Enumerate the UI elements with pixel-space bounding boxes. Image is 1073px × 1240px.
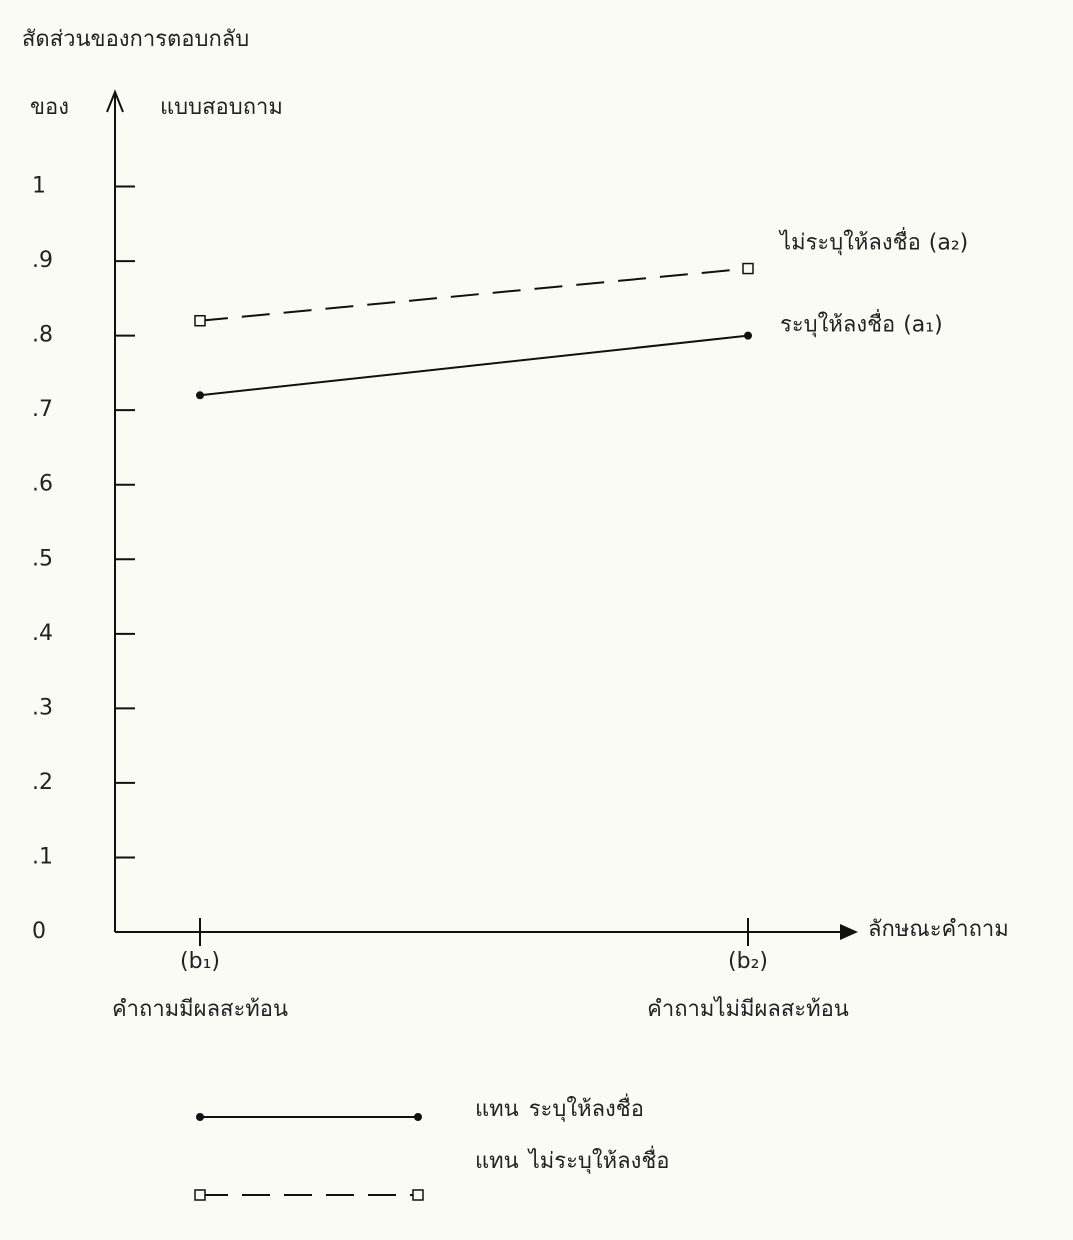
y-axis-label: แบบสอบถาม <box>160 95 283 120</box>
x-arrow <box>840 924 858 940</box>
legend-label: แทน ไม่ระบุให้ลงชื่อ <box>475 1145 670 1174</box>
series-line <box>199 334 749 397</box>
series-code: (a₂) <box>929 231 968 256</box>
y-axis-label: ของ <box>30 95 69 120</box>
y-tick-label: .2 <box>32 770 53 795</box>
y-tick-label: .1 <box>32 844 53 869</box>
y-tick-label: .7 <box>32 397 53 422</box>
series-label: ระบุให้ลงชื่อ (a₁) <box>780 309 943 338</box>
series-code: (a₁) <box>903 313 942 338</box>
legend-name: ไม่ระบุให้ลงชื่อ <box>527 1145 670 1174</box>
x-axis-label: ลักษณะคำถาม <box>868 917 1009 942</box>
y-tick-label: .6 <box>32 472 53 497</box>
y-tick-label: .3 <box>32 695 53 720</box>
legend-marker <box>414 1113 422 1121</box>
y-axis-label: สัดส่วนของการตอบกลับ <box>22 27 249 52</box>
legend-marker <box>412 1189 424 1201</box>
series-name: ระบุให้ลงชื่อ <box>780 309 895 338</box>
series-label: ไม่ระบุให้ลงชื่อ (a₂) <box>778 227 968 256</box>
legend-prefix: แทน <box>475 1097 519 1122</box>
legend-marker <box>196 1113 204 1121</box>
point <box>196 391 204 400</box>
y-tick-label: .5 <box>32 546 53 571</box>
point <box>744 331 752 340</box>
y-tick-label: .9 <box>32 248 53 273</box>
series-name: ไม่ระบุให้ลงชื่อ <box>778 227 921 256</box>
category-description: คำถามไม่มีผลสะท้อน <box>647 996 849 1022</box>
point <box>194 314 206 327</box>
legend-prefix: แทน <box>475 1149 519 1174</box>
x-tick-label: (b₂) <box>728 949 768 974</box>
y-tick-label: 0 <box>32 919 46 944</box>
point <box>742 262 754 275</box>
y-arrow <box>106 89 124 113</box>
y-tick-label: .8 <box>32 323 53 348</box>
legend-marker <box>194 1189 206 1201</box>
category-description: คำถามมีผลสะท้อน <box>112 997 288 1022</box>
y-tick-label: 1 <box>32 174 46 199</box>
series-line <box>199 267 749 322</box>
x-tick-label: (b₁) <box>180 949 220 974</box>
legend-label: แทน ระบุให้ลงชื่อ <box>475 1093 644 1122</box>
y-tick-label: .4 <box>32 621 53 646</box>
legend-name: ระบุให้ลงชื่อ <box>529 1093 644 1122</box>
